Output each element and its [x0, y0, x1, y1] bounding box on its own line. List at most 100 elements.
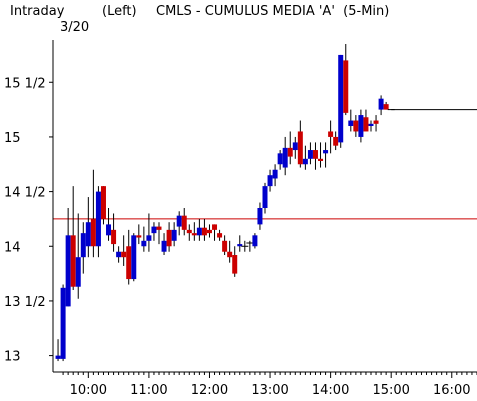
candle-body-up — [348, 120, 354, 126]
y-tick-label: 15 — [4, 131, 21, 146]
candle — [246, 240, 254, 252]
candle-body-up — [55, 355, 61, 359]
candle — [348, 109, 354, 132]
candle — [146, 213, 152, 252]
candle — [222, 235, 228, 256]
candle-body-up — [196, 227, 202, 236]
candle — [90, 169, 96, 258]
candle-body-up — [171, 229, 177, 241]
candle-body-up — [282, 147, 288, 168]
candle — [166, 222, 172, 252]
candle-body-up — [131, 235, 137, 280]
candle — [196, 218, 202, 241]
candle — [60, 284, 66, 362]
x-axis-ticks: 10:00 11:00 12:00 13:00 14:00 15:00 16:00 — [62, 372, 477, 398]
candle — [292, 136, 298, 159]
candle-body-up — [116, 251, 122, 258]
candle-body-up — [272, 169, 278, 179]
candle — [126, 229, 132, 285]
candle — [151, 222, 157, 241]
candle-body-down — [217, 233, 223, 238]
candle — [267, 169, 273, 192]
candle — [252, 233, 258, 249]
candle — [136, 224, 142, 245]
x-tick-label: 14:00 — [312, 383, 349, 398]
candle-body-down — [111, 229, 117, 245]
candle — [156, 222, 162, 245]
candle — [111, 213, 117, 252]
candle-body-down — [191, 233, 197, 236]
y-tick-label: 13 1/2 — [4, 295, 46, 310]
y-tick-label: 14 1/2 — [4, 186, 46, 201]
candle — [80, 222, 86, 274]
y-tick-label: 15 1/2 — [4, 76, 46, 91]
candle — [171, 222, 177, 247]
candle — [70, 186, 76, 290]
y-axis-ticks: 13 13 1/2 14 14 1/2 15 15 1/2 — [4, 76, 53, 365]
candle-body-down — [212, 224, 218, 230]
candle-body-up — [85, 222, 91, 247]
candle — [181, 208, 187, 236]
candle-body-down — [70, 235, 76, 287]
candle — [176, 211, 182, 236]
candle — [186, 224, 192, 241]
candle — [212, 224, 218, 241]
candle-body-up — [161, 240, 167, 252]
candle — [191, 222, 197, 241]
candle-body-down — [186, 229, 192, 234]
candle — [323, 142, 329, 168]
candle-body-down — [201, 227, 207, 236]
candle-body-up — [237, 244, 243, 247]
x-tick-label: 11:00 — [130, 383, 167, 398]
candle-body-up — [80, 233, 86, 258]
candle-body-up — [277, 153, 283, 165]
candle-body-up — [60, 287, 66, 359]
candle — [328, 120, 334, 154]
candle-body-up — [307, 150, 313, 159]
candle-body-down — [121, 251, 127, 258]
x-tick-label: 15:00 — [372, 383, 409, 398]
candle — [55, 339, 61, 362]
candle-body-up — [65, 235, 71, 307]
candle — [75, 213, 81, 299]
candle-body-down — [222, 240, 228, 252]
candle-body-down — [328, 131, 334, 137]
candle — [287, 131, 293, 165]
candle-body-up — [338, 54, 344, 143]
candle-body-down — [100, 186, 106, 219]
candle — [297, 120, 303, 168]
candle — [338, 54, 344, 148]
candle — [378, 95, 384, 116]
candle — [217, 229, 223, 241]
candle-body-up — [262, 186, 268, 208]
chart-title: CMLS - CUMULUS MEDIA 'A' (5-Min) — [156, 4, 389, 19]
candles-group — [55, 44, 477, 362]
y-tick-label: 13 — [4, 350, 21, 365]
candle — [307, 142, 313, 165]
candle-body-down — [181, 215, 187, 230]
candle-body-down — [232, 255, 238, 274]
candle-body-down — [318, 158, 324, 161]
candle-body-down — [206, 229, 212, 234]
candle-body-down — [126, 246, 132, 280]
candle — [237, 235, 243, 252]
candle — [383, 101, 389, 110]
candle — [333, 131, 339, 151]
candle-body-down — [227, 251, 233, 258]
x-tick-label: 13:00 — [251, 383, 288, 398]
candle — [121, 235, 127, 266]
candle-body-down — [383, 104, 389, 110]
candle — [106, 208, 112, 241]
candle-body-down — [156, 226, 162, 230]
candle-body-up — [323, 150, 329, 154]
candle-body-down — [363, 117, 369, 132]
candle — [262, 182, 268, 214]
candle-body-down — [333, 136, 339, 146]
x-tick-label: 12:00 — [191, 383, 228, 398]
candle-body-down — [136, 235, 142, 238]
candle — [358, 109, 364, 143]
candle-body-up — [267, 175, 273, 187]
candle-body-up — [75, 257, 81, 287]
candle — [353, 115, 359, 137]
